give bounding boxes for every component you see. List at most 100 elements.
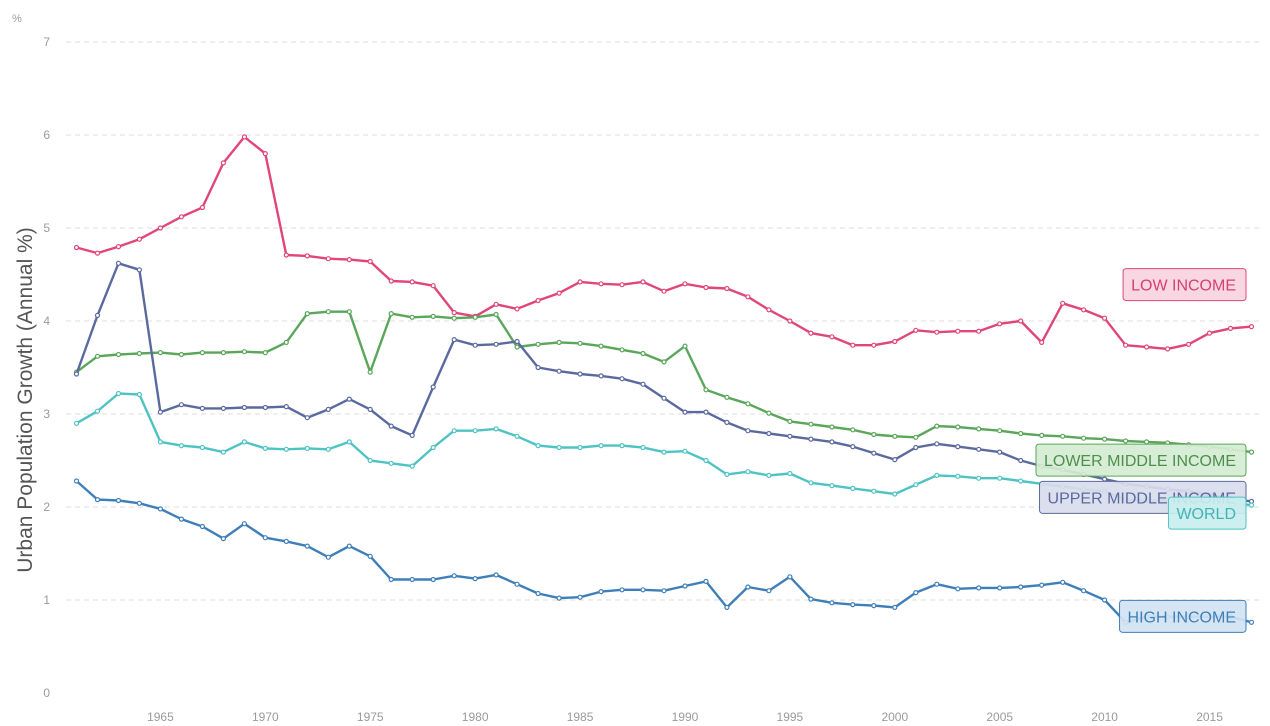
data-point	[535, 364, 541, 371]
data-point	[283, 339, 289, 345]
data-point	[976, 446, 982, 452]
data-point	[157, 506, 163, 512]
data-point	[493, 572, 499, 578]
data-point	[619, 282, 625, 288]
data-point	[493, 426, 499, 432]
gridlines	[66, 41, 1262, 601]
data-point	[346, 439, 352, 445]
data-point	[115, 260, 122, 266]
series-label: LOWER MIDDLE INCOME	[1035, 443, 1247, 477]
data-point	[535, 341, 541, 347]
data-point	[976, 475, 982, 481]
data-point	[304, 415, 310, 421]
data-point	[976, 328, 982, 334]
data-point	[619, 443, 625, 449]
series-label: LOW INCOME	[1122, 268, 1247, 302]
series-label-box	[1167, 496, 1247, 530]
data-point	[430, 444, 436, 451]
data-point	[808, 421, 814, 427]
data-point	[535, 443, 541, 449]
data-point	[283, 404, 289, 410]
data-point	[220, 350, 226, 356]
series-label-box	[1119, 599, 1247, 633]
x-tick-label: 1980	[462, 710, 489, 724]
x-tick-label: 2010	[1091, 710, 1118, 724]
data-point	[115, 497, 122, 504]
data-point	[157, 439, 163, 445]
data-point	[787, 418, 793, 424]
data-point	[640, 444, 646, 451]
data-point	[766, 588, 772, 594]
data-point	[661, 288, 667, 294]
data-point	[913, 482, 919, 488]
data-point	[241, 349, 247, 355]
data-point	[850, 427, 856, 433]
data-point	[262, 350, 268, 356]
x-tick-label: 2015	[1196, 710, 1223, 724]
data-point	[682, 409, 688, 415]
data-point	[556, 368, 562, 374]
y-tick-label: 6	[43, 128, 50, 142]
data-point	[409, 314, 415, 320]
data-point	[514, 433, 520, 439]
data-point	[367, 258, 373, 265]
data-point	[997, 321, 1003, 327]
data-point	[73, 371, 80, 377]
data-point	[73, 478, 80, 484]
data-point	[682, 583, 688, 589]
x-tick-label: 1995	[777, 710, 804, 724]
data-point	[724, 604, 730, 611]
data-point	[640, 350, 646, 357]
data-point	[304, 445, 310, 451]
data-point	[1039, 582, 1045, 588]
data-point	[430, 576, 436, 583]
data-point	[1185, 341, 1192, 347]
data-point	[157, 409, 163, 415]
data-point	[787, 470, 793, 477]
data-point	[682, 448, 688, 454]
data-point	[1060, 579, 1066, 585]
data-point	[262, 445, 268, 451]
data-point	[1248, 449, 1255, 455]
data-point	[913, 327, 919, 333]
data-point	[115, 351, 122, 358]
series-label-box	[1122, 268, 1247, 302]
data-point	[304, 543, 310, 549]
data-point	[346, 543, 352, 549]
data-point	[934, 423, 940, 429]
data-point	[178, 402, 184, 408]
data-point	[892, 604, 898, 611]
y-tick-label: 5	[43, 221, 50, 235]
x-tick-label: 1990	[672, 710, 699, 724]
data-point	[325, 406, 331, 412]
data-point	[199, 523, 205, 530]
data-point	[955, 473, 961, 479]
data-point	[976, 426, 982, 432]
data-point	[1101, 436, 1108, 442]
data-point	[1248, 502, 1255, 508]
data-point	[703, 387, 709, 393]
data-point	[241, 521, 247, 527]
data-point	[325, 446, 331, 452]
data-point	[1122, 342, 1129, 348]
data-point	[409, 463, 415, 469]
data-point	[724, 419, 730, 425]
data-point	[136, 391, 142, 398]
data-point	[472, 314, 478, 320]
data-point	[262, 151, 268, 157]
data-point	[1101, 315, 1108, 321]
data-point	[871, 431, 877, 438]
data-point	[871, 602, 877, 609]
data-point	[577, 279, 583, 285]
data-point	[94, 353, 101, 359]
data-point	[1039, 432, 1045, 438]
x-tick-label: 1965	[147, 710, 174, 724]
data-point	[346, 309, 352, 315]
data-point	[934, 472, 940, 478]
data-point	[283, 446, 289, 452]
data-point	[598, 343, 604, 349]
data-point	[493, 341, 499, 347]
data-point	[703, 578, 709, 585]
data-point	[535, 297, 541, 304]
data-point	[1080, 307, 1087, 313]
